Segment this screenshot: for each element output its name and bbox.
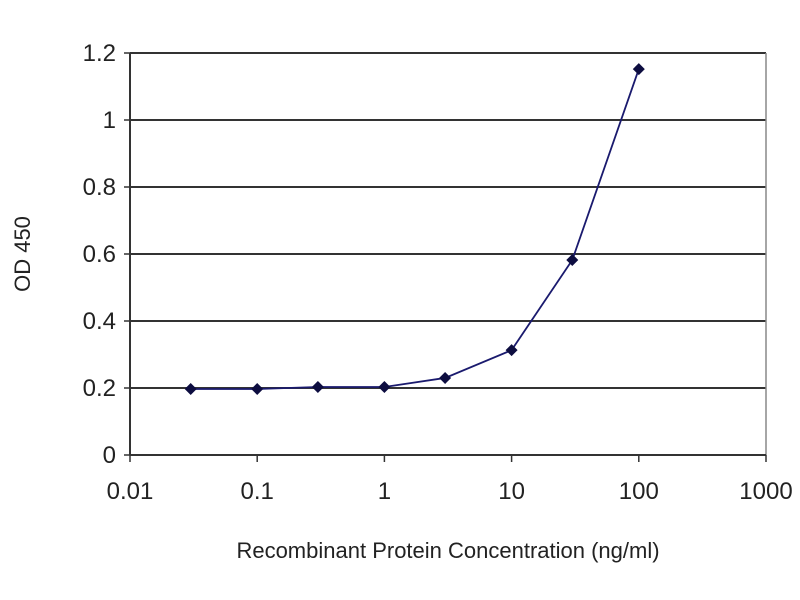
data-point [378, 380, 391, 393]
x-tick-label: 100 [619, 478, 659, 505]
y-tick-label: 1 [103, 107, 116, 134]
y-tick-label: 0.2 [83, 375, 116, 402]
x-tick-label: 1000 [739, 478, 792, 505]
series-line [190, 68, 640, 390]
data-point [566, 254, 579, 267]
x-tick-label: 0.01 [107, 478, 154, 505]
x-axis-label: Recombinant Protein Concentration (ng/ml… [236, 538, 659, 563]
data-point [439, 371, 452, 384]
y-tick-label: 1.2 [83, 40, 116, 67]
y-tick-label: 0.8 [83, 174, 116, 201]
y-tick-label: 0.4 [83, 308, 116, 335]
data-point [632, 63, 645, 76]
data-point [505, 344, 518, 357]
x-tick-label: 0.1 [241, 478, 274, 505]
y-axis-label: OD 450 [10, 216, 35, 292]
data-point [311, 380, 324, 393]
y-tick-label: 0 [103, 442, 116, 469]
data-point [184, 383, 197, 396]
data-point [251, 383, 264, 396]
x-tick-label: 10 [498, 478, 525, 505]
x-tick-label: 1 [378, 478, 391, 505]
y-tick-label: 0.6 [83, 241, 116, 268]
